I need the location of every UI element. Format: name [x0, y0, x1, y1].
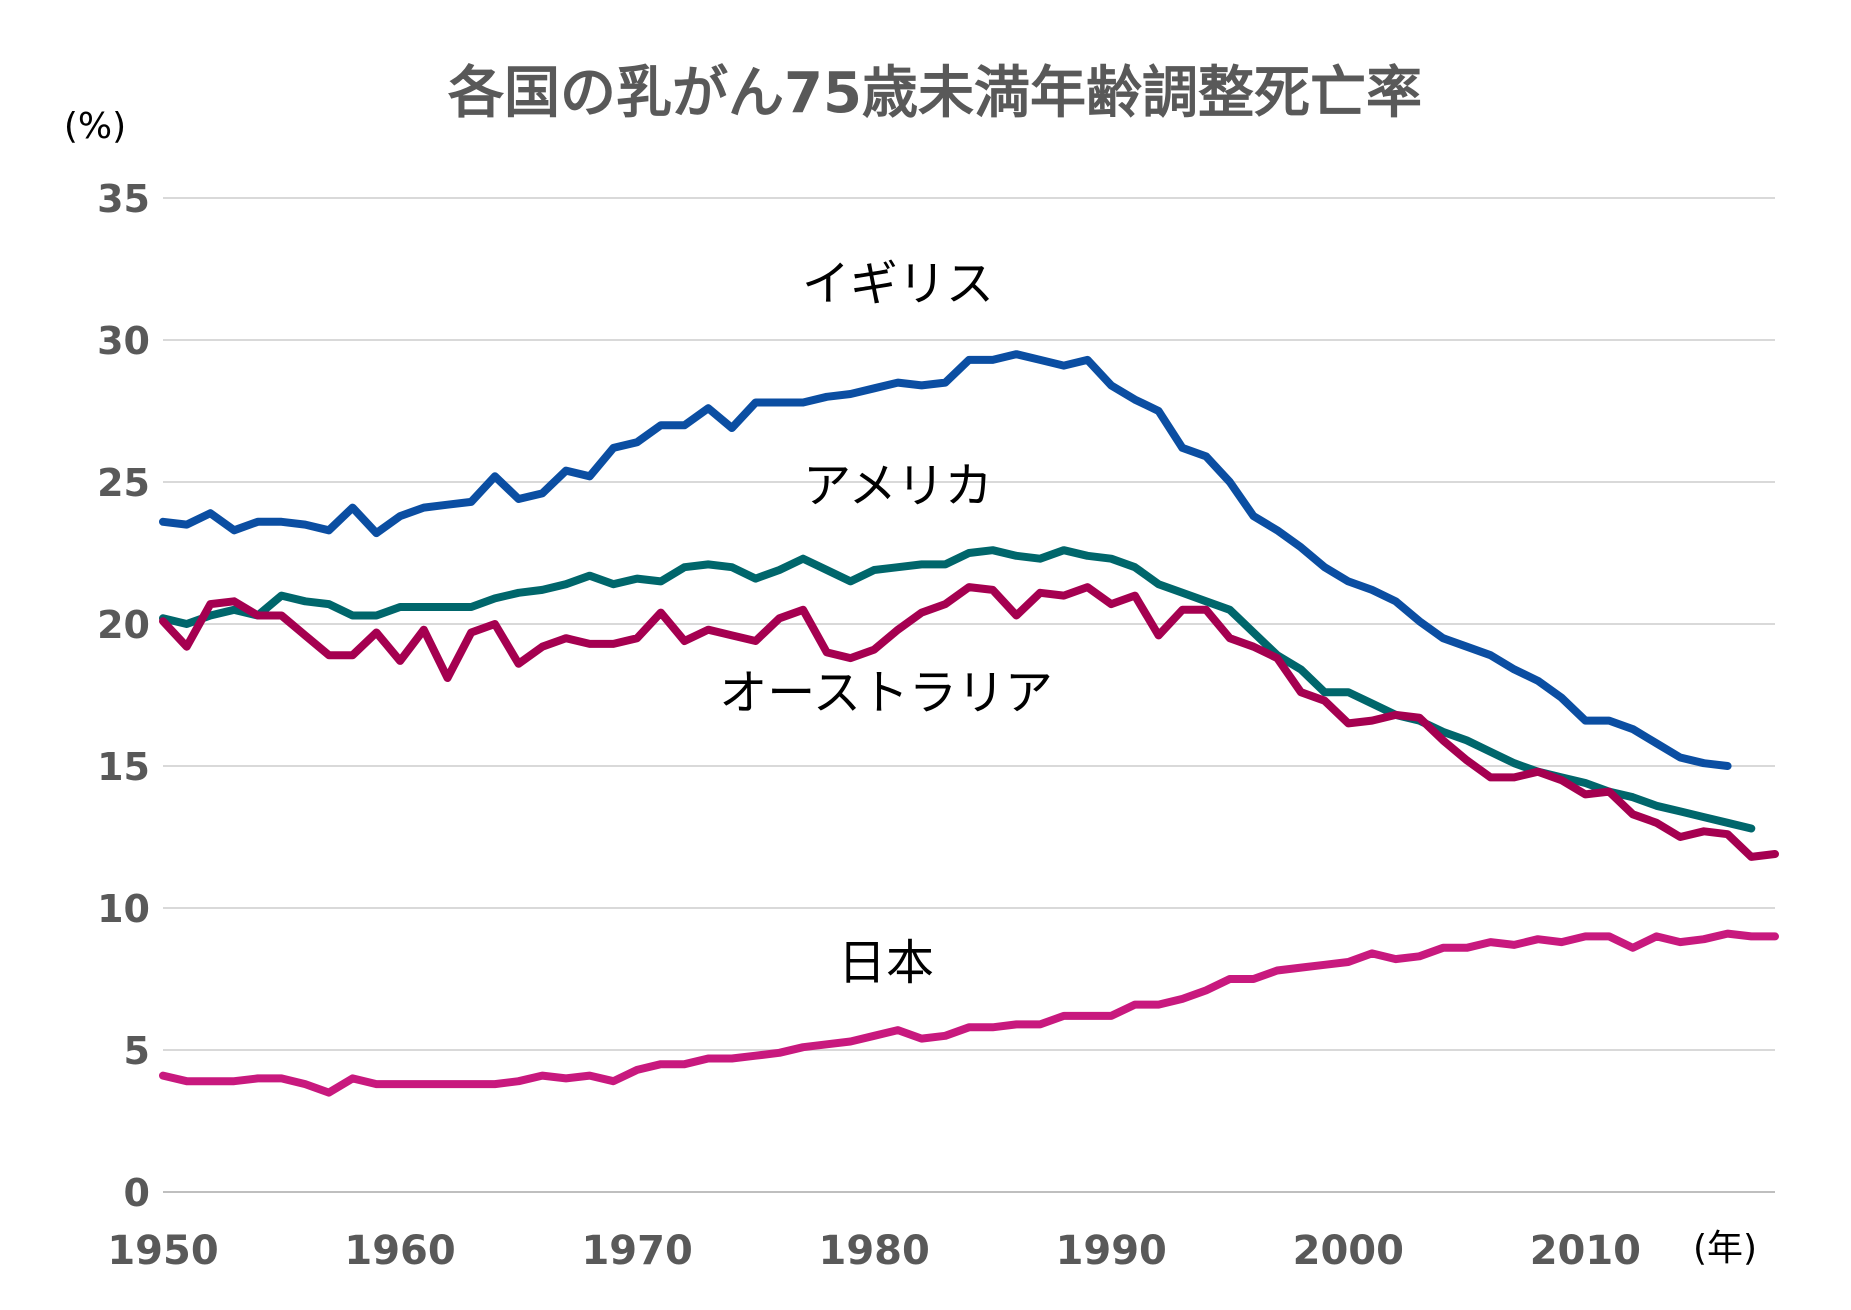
y-tick-label: 5	[124, 1029, 150, 1073]
series-label-2: オーストラリア	[719, 665, 1053, 721]
x-tick-label: 2010	[1530, 1228, 1641, 1274]
x-tick-label: 2000	[1293, 1228, 1404, 1274]
x-axis-ticks: 1950 1960 1970 1980 1990 2000 2010	[107, 1228, 1641, 1274]
series-line-2	[159, 583, 1779, 861]
chart-title: 各国の乳がん75歳未満年齢調整死亡率	[448, 61, 1422, 126]
x-axis-unit: (年)	[1693, 1228, 1757, 1269]
series-line-3	[159, 929, 1779, 1097]
series-label-0: イギリス	[802, 256, 994, 312]
x-tick-label: 1990	[1056, 1228, 1167, 1274]
x-tick-label: 1950	[107, 1228, 218, 1274]
y-tick-label: 0	[124, 1171, 150, 1215]
series-line-1	[159, 546, 1756, 833]
series-lines	[159, 350, 1779, 1097]
y-tick-label: 35	[97, 177, 150, 221]
series-label-1: アメリカ	[803, 458, 993, 514]
x-tick-label: 1960	[344, 1228, 455, 1274]
y-axis-ticks: 0 5 10 15 20 25 30 35	[97, 177, 150, 1215]
y-tick-label: 15	[97, 745, 150, 789]
x-tick-label: 1980	[819, 1228, 930, 1274]
y-tick-label: 20	[97, 603, 150, 647]
series-label-3: 日本	[838, 935, 934, 991]
gridlines	[163, 197, 1775, 1193]
series-line-0	[159, 350, 1732, 770]
y-axis-unit: (%)	[64, 106, 126, 147]
y-tick-label: 25	[97, 461, 150, 505]
y-tick-label: 10	[97, 887, 150, 931]
y-tick-label: 30	[97, 319, 150, 363]
x-tick-label: 1970	[581, 1228, 692, 1274]
